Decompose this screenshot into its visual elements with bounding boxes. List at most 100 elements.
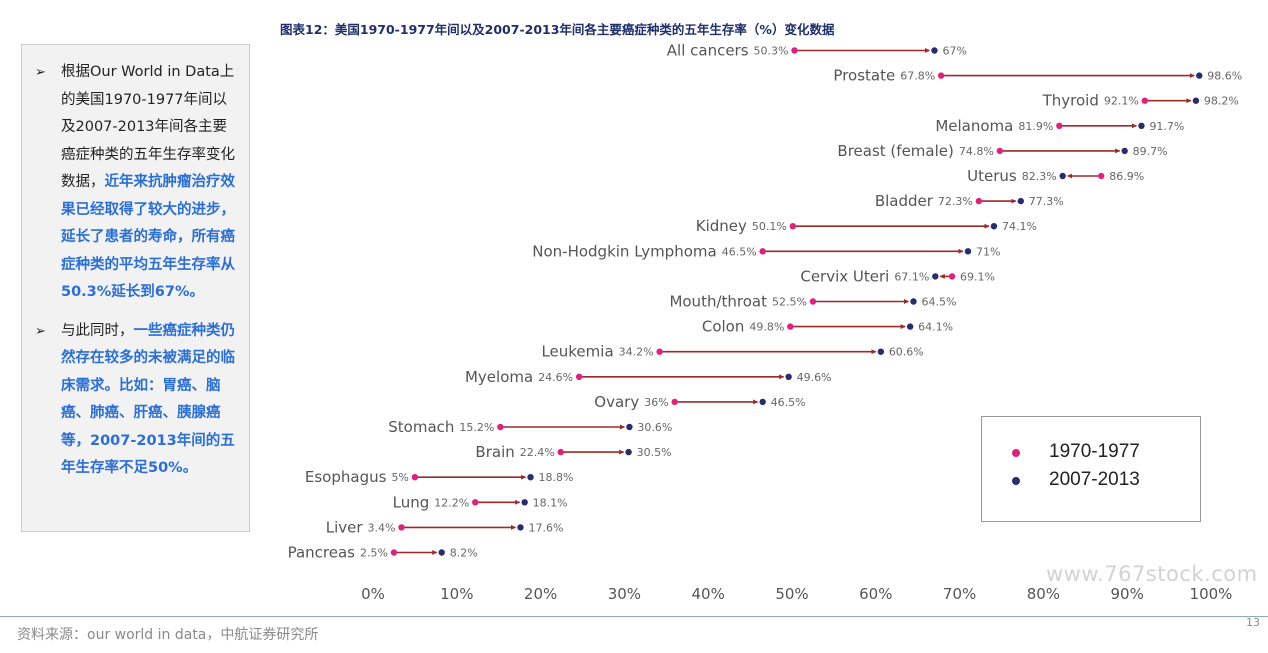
value-label-left: 2.5% — [360, 547, 388, 560]
value-label-right: 67% — [942, 45, 966, 58]
category-label: Non-Hodgkin Lymphoma — [532, 242, 716, 260]
value-label-left: 50.1% — [752, 220, 787, 233]
chart-row: 50.1% 74.1% Kidney — [696, 217, 1037, 235]
chart-row: 49.8% 64.1% Colon — [702, 318, 953, 336]
value-label-right: 18.1% — [533, 496, 568, 509]
dot-1970-1977 — [996, 147, 1004, 155]
chart-row: 15.2% 30.6% Stomach — [388, 418, 672, 436]
category-label: Lung — [393, 493, 430, 511]
dot-1970-1977 — [398, 524, 405, 531]
value-label-right: 30.6% — [637, 421, 672, 434]
legend-dot-icon — [1012, 449, 1020, 457]
category-label: Ovary — [594, 393, 639, 411]
dot-2007-2013 — [1138, 122, 1145, 129]
dot-1970-1977 — [975, 197, 983, 205]
category-label: Bladder — [875, 192, 934, 210]
dot-2007-2013 — [1059, 172, 1066, 180]
chart-row: 74.8% 89.7% Breast (female) — [837, 142, 1167, 160]
value-label-right: 49.6% — [797, 371, 832, 384]
chart-legend: 1970-1977 2007-2013 — [981, 416, 1201, 522]
value-label-left: 52.5% — [772, 296, 807, 309]
key-point-1: ➢ 根据Our World in Data上的美国1970-1977年间以及200… — [35, 59, 239, 307]
dot-1970-1977 — [411, 474, 419, 481]
chart-row: 82.3% 86.9% Uterus — [967, 167, 1144, 185]
dot-1970-1977 — [787, 323, 794, 330]
dot-1970-1977 — [937, 72, 945, 79]
dot-2007-2013 — [438, 549, 445, 556]
chart-row: 22.4% 30.5% Brain — [475, 443, 671, 461]
value-label-left: 36% — [644, 396, 668, 409]
dot-1970-1977 — [656, 348, 663, 355]
x-tick-label: 80% — [1027, 585, 1060, 603]
dot-2007-2013 — [521, 499, 528, 506]
value-label-left: 46.5% — [722, 245, 757, 258]
value-label-right: 30.5% — [637, 446, 672, 459]
dot-1970-1977 — [1056, 122, 1063, 129]
category-label: Leukemia — [541, 343, 613, 361]
arrow-bullet-icon: ➢ — [35, 323, 46, 339]
footer-divider — [0, 616, 1268, 617]
watermark: www.767stock.com — [1046, 562, 1258, 586]
legend-dot-icon — [1012, 477, 1020, 485]
value-label-left: 24.6% — [538, 371, 573, 384]
value-label-right: 98.2% — [1204, 95, 1239, 108]
key-point-2-highlight: 一些癌症种类仍然存在较多的未被满足的临床需求。比如：胃癌、脑癌、肺癌、肝癌、胰腺… — [61, 322, 235, 477]
value-label-left: 3.4% — [368, 521, 396, 534]
dot-1970-1977 — [759, 248, 766, 255]
x-tick-label: 40% — [692, 585, 725, 603]
category-label: Mouth/throat — [669, 293, 767, 311]
x-tick-label: 60% — [859, 585, 892, 603]
value-label-left: 5% — [391, 471, 408, 484]
category-label: Melanoma — [935, 117, 1013, 135]
key-point-1-highlight: 近年来抗肿瘤治疗效果已经取得了较大的进步，延长了患者的寿命，所有癌症种类的平均五… — [61, 174, 235, 300]
category-label: Myeloma — [465, 368, 533, 386]
value-label-left: 50.3% — [754, 45, 789, 58]
dot-1970-1977 — [472, 499, 479, 506]
category-label: Stomach — [388, 418, 454, 436]
chart-row: 92.1% 98.2% Thyroid — [1042, 92, 1239, 110]
dot-2007-2013 — [517, 524, 524, 531]
dot-2007-2013 — [877, 348, 885, 355]
x-tick-label: 90% — [1111, 585, 1144, 603]
arrow-bullet-icon: ➢ — [35, 65, 46, 80]
category-label: Esophagus — [305, 468, 387, 486]
category-label: Thyroid — [1042, 92, 1099, 110]
dot-2007-2013 — [626, 423, 633, 431]
value-label-left: 67.8% — [900, 70, 935, 83]
dot-2007-2013 — [910, 298, 917, 305]
dot-2007-2013 — [625, 448, 632, 456]
dot-1970-1977 — [1098, 172, 1105, 180]
value-label-right: 64.5% — [922, 296, 957, 309]
value-label-left: 74.8% — [959, 145, 994, 158]
value-label-left: 81.9% — [1018, 120, 1053, 133]
dot-2007-2013 — [527, 474, 534, 481]
category-label: Liver — [326, 518, 364, 536]
value-label-left: 12.2% — [434, 496, 469, 509]
value-label-left: 34.2% — [619, 346, 654, 359]
category-label: All cancers — [667, 42, 749, 60]
value-label-left: 49.8% — [749, 321, 784, 334]
x-tick-label: 70% — [943, 585, 976, 603]
value-label-right: 74.1% — [1002, 220, 1037, 233]
page-number: 13 — [1246, 616, 1260, 629]
chart-row: 46.5% 71% Non-Hodgkin Lymphoma — [532, 242, 1000, 260]
dot-2007-2013 — [759, 398, 766, 406]
dot-1970-1977 — [497, 423, 504, 431]
dot-2007-2013 — [906, 323, 914, 330]
dot-2007-2013 — [990, 223, 998, 230]
chart-row: 5% 18.8% Esophagus — [305, 468, 574, 486]
dot-2007-2013 — [1121, 147, 1128, 155]
key-point-2-text: 与此同时， — [61, 322, 134, 339]
dot-2007-2013 — [964, 248, 972, 255]
value-label-right: 46.5% — [771, 396, 806, 409]
value-label-right: 91.7% — [1149, 120, 1184, 133]
value-label-right: 18.8% — [539, 471, 574, 484]
chart-row: 12.2% 18.1% Lung — [393, 493, 568, 511]
dot-2007-2013 — [785, 373, 792, 380]
category-label: Brain — [475, 443, 514, 461]
value-label-left: 72.3% — [938, 195, 973, 208]
x-tick-label: 0% — [361, 585, 385, 603]
dot-1970-1977 — [390, 549, 398, 556]
value-label-left: 15.2% — [459, 421, 494, 434]
value-label-right: 69.1% — [960, 270, 995, 283]
